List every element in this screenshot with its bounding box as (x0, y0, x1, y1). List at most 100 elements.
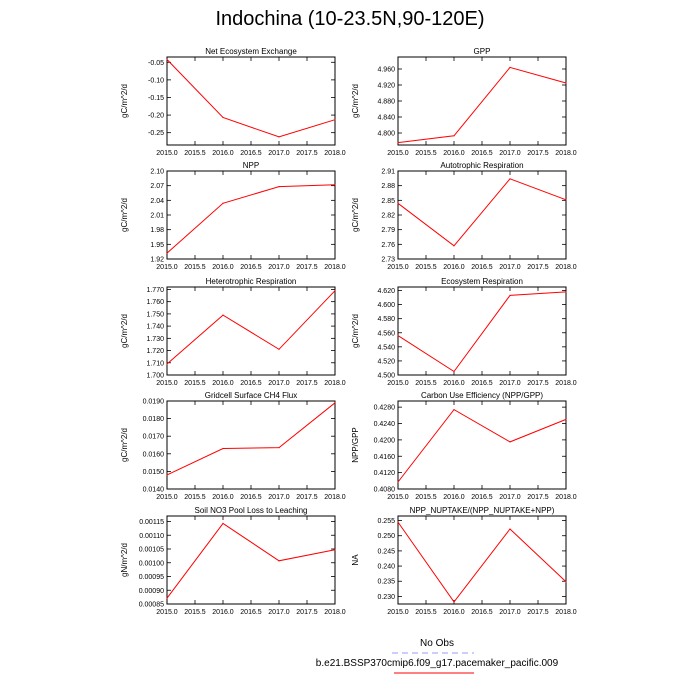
y-axis-label: gC/m^2/d (351, 314, 360, 348)
y-tick-label: 0.00115 (139, 519, 164, 526)
data-point (222, 522, 224, 525)
plot-frame (397, 286, 567, 376)
y-tick-label: -0.25 (148, 130, 164, 137)
y-tick-label: 2.07 (150, 183, 164, 190)
series-line (166, 522, 336, 599)
data-point (397, 521, 399, 523)
data-point (166, 252, 168, 254)
y-tick-label: 1.92 (150, 257, 164, 264)
x-tick-label: 2016.0 (443, 264, 465, 271)
x-tick-label: 2018.0 (555, 264, 577, 271)
data-point (509, 294, 511, 297)
data-point (334, 119, 336, 121)
y-tick-label: 2.85 (381, 198, 395, 205)
panel-title: Carbon Use Efficiency (NPP/GPP) (421, 391, 543, 400)
data-point (509, 528, 511, 530)
y-tick-label: 1.98 (150, 227, 164, 234)
y-tick-label: 0.4080 (374, 487, 396, 494)
y-tick-label: 0.0150 (143, 469, 165, 476)
x-tick-label: 2017.0 (499, 380, 521, 387)
y-tick-label: 0.240 (377, 564, 395, 571)
x-tick-label: 2015.5 (184, 150, 206, 157)
panel-6: Ecosystem Respiration 4.500 4.520 4.540 4.56… (351, 277, 577, 387)
y-tick-label: 2.10 (150, 169, 164, 176)
x-tick-label: 2015.5 (184, 380, 206, 387)
x-tick-label: 2017.0 (268, 380, 290, 387)
data-point (565, 581, 567, 583)
legend: No Obs b.e21.BSSP370cmip6.f09_g17.pacemak… (316, 638, 559, 674)
x-tick-label: 2017.5 (527, 609, 549, 616)
panel-8: Carbon Use Efficiency (NPP/GPP) 0.4080 0.4… (351, 391, 577, 501)
y-tick-label: -0.15 (148, 95, 164, 102)
data-point (453, 601, 455, 603)
y-tick-label: 0.255 (377, 518, 395, 525)
x-tick-label: 2017.0 (499, 264, 521, 271)
legend-obs-label: No Obs (420, 638, 454, 649)
y-tick-label: 4.920 (377, 83, 395, 90)
y-tick-label: 0.235 (377, 579, 395, 586)
x-tick-label: 2017.0 (268, 150, 290, 157)
data-point (278, 447, 280, 449)
series-line (397, 178, 567, 247)
data-point (278, 560, 280, 562)
y-tick-label: 4.840 (377, 115, 395, 122)
data-point (453, 408, 455, 411)
x-tick-label: 2018.0 (324, 609, 346, 616)
x-tick-label: 2017.0 (499, 494, 521, 501)
plot-frame (397, 515, 567, 605)
x-tick-label: 2017.5 (527, 264, 549, 271)
x-tick-label: 2015.0 (156, 264, 178, 271)
data-point (334, 402, 336, 404)
data-point (166, 474, 168, 476)
panel-4: Autotrophic Respiration 2.73 2.76 2.79 2.82 2… (351, 161, 577, 271)
data-point (509, 178, 511, 180)
figure-title: Indochina (10-23.5N,90-120E) (215, 8, 485, 30)
data-point (509, 441, 511, 443)
y-tick-label: 0.250 (377, 533, 395, 540)
panel-title: NPP_NUPTAKE/(NPP_NUPTAKE+NPP) (410, 506, 555, 515)
y-tick-label: 4.540 (377, 344, 395, 351)
data-point (278, 136, 280, 138)
panel-7: Gridcell Surface CH4 Flux 0.0140 0.0150 0.0… (120, 391, 346, 501)
x-tick-label: 2015.5 (415, 609, 437, 616)
x-tick-label: 2015.5 (184, 264, 206, 271)
x-tick-label: 2015.0 (156, 494, 178, 501)
y-tick-label: 2.76 (381, 242, 395, 249)
series-line (397, 291, 567, 373)
data-point (278, 348, 280, 350)
x-tick-label: 2018.0 (555, 150, 577, 157)
data-point (166, 363, 168, 365)
series-line (166, 402, 336, 476)
y-tick-label: 1.740 (146, 324, 164, 331)
panel-5: Heterotrophic Respiration 1.700 1.710 1.720… (120, 277, 346, 387)
y-tick-label: 1.770 (146, 287, 164, 294)
data-point (397, 202, 399, 204)
plot-frame (166, 170, 336, 260)
panel-title: GPP (474, 47, 491, 56)
data-point (397, 334, 399, 337)
data-point (222, 447, 224, 450)
y-tick-label: 0.4120 (374, 470, 396, 477)
data-point (565, 291, 567, 293)
x-tick-label: 2016.0 (443, 494, 465, 501)
y-tick-label: -0.20 (148, 113, 164, 120)
x-tick-label: 2017.0 (499, 150, 521, 157)
y-tick-label: 0.4280 (374, 405, 396, 412)
x-tick-label: 2016.5 (240, 494, 262, 501)
data-point (222, 202, 224, 204)
x-tick-label: 2015.0 (156, 150, 178, 157)
x-tick-label: 2016.0 (212, 380, 234, 387)
panel-title: Heterotrophic Respiration (206, 277, 297, 286)
x-tick-label: 2016.0 (443, 380, 465, 387)
y-tick-label: 4.580 (377, 316, 395, 323)
x-tick-label: 2015.0 (387, 150, 409, 157)
y-tick-label: 2.01 (150, 213, 164, 220)
panel-title: Soil NO3 Pool Loss to Leaching (195, 506, 308, 515)
x-tick-label: 2015.5 (415, 264, 437, 271)
y-tick-label: 2.73 (381, 257, 395, 264)
data-point (565, 82, 567, 84)
panel-10: NPP_NUPTAKE/(NPP_NUPTAKE+NPP) 0.230 0.235 0… (351, 506, 577, 616)
panel-title: Net Ecosystem Exchange (205, 47, 297, 56)
y-tick-label: 0.0190 (143, 399, 165, 406)
